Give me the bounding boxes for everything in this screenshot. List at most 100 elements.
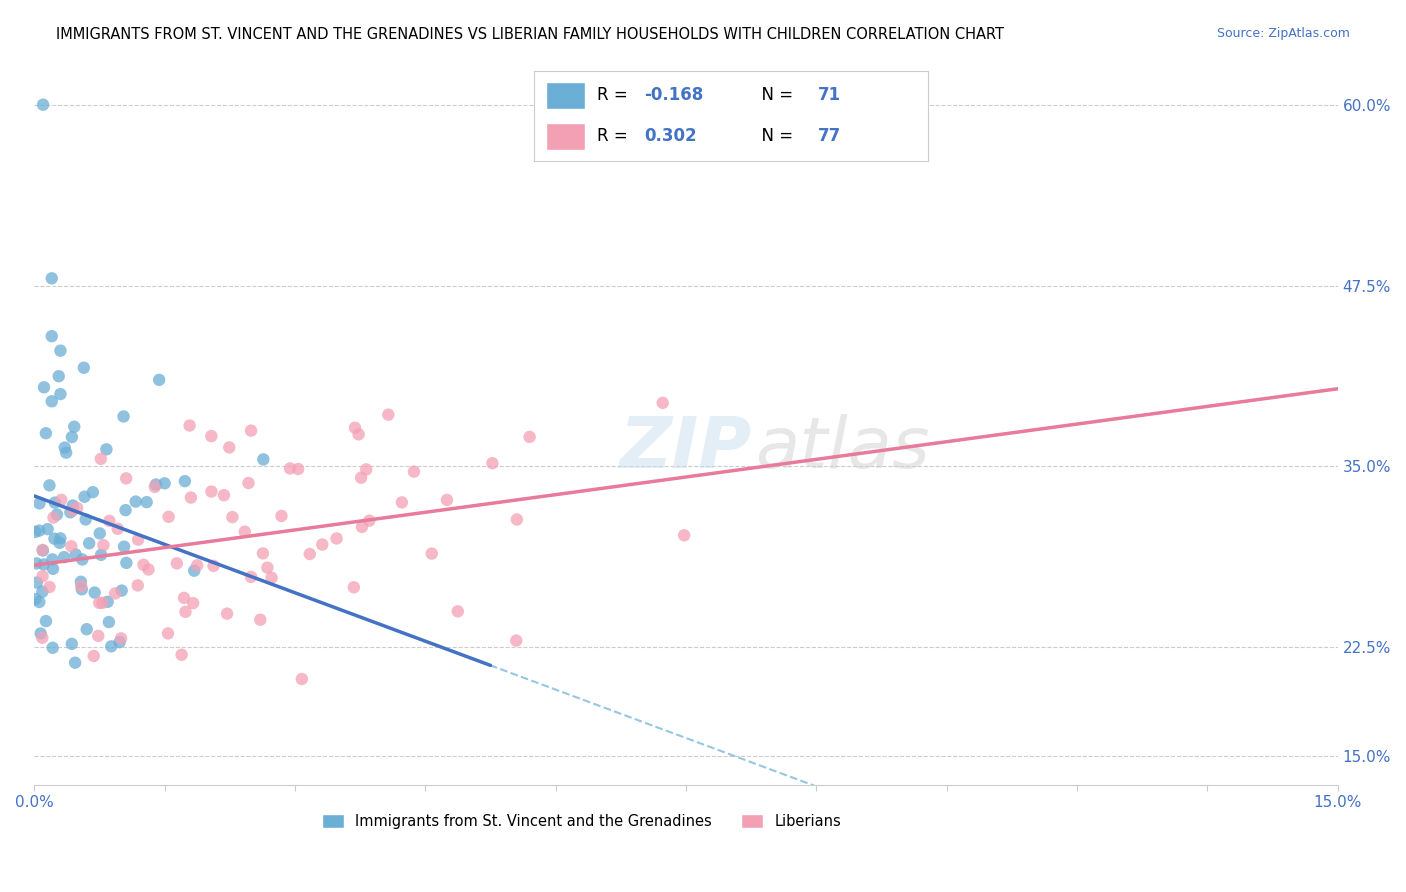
Point xyxy=(42,510,65,524)
Point xyxy=(377,408,399,422)
Point xyxy=(148,373,170,387)
Point xyxy=(46,508,69,522)
Point xyxy=(112,540,135,554)
Point xyxy=(31,542,53,557)
Legend: Immigrants from St. Vincent and the Grenadines, Liberians: Immigrants from St. Vincent and the Gren… xyxy=(316,807,848,835)
Point xyxy=(252,546,274,560)
Point xyxy=(48,369,70,384)
Point xyxy=(115,556,138,570)
Point xyxy=(181,596,204,610)
Point xyxy=(298,547,321,561)
Point xyxy=(153,476,176,491)
Point xyxy=(174,605,197,619)
Point xyxy=(651,396,673,410)
Point xyxy=(70,574,93,589)
Point xyxy=(63,656,86,670)
Point xyxy=(112,409,135,424)
Point xyxy=(35,614,58,628)
Point xyxy=(30,626,52,640)
Point xyxy=(90,451,112,466)
Point xyxy=(32,543,55,558)
FancyBboxPatch shape xyxy=(546,82,585,109)
Point xyxy=(32,380,55,394)
Point xyxy=(59,505,82,519)
Point xyxy=(278,461,301,475)
Point xyxy=(89,526,111,541)
Point xyxy=(311,537,333,551)
Point xyxy=(145,477,167,491)
Point xyxy=(143,480,166,494)
Text: atlas: atlas xyxy=(755,414,929,483)
Point xyxy=(62,503,84,517)
Point xyxy=(252,452,274,467)
Point xyxy=(180,491,202,505)
Point xyxy=(519,430,541,444)
Point xyxy=(111,583,134,598)
Point xyxy=(183,564,205,578)
Point xyxy=(53,550,76,565)
Point xyxy=(82,485,104,500)
Point xyxy=(256,560,278,574)
Point xyxy=(186,558,208,573)
Point xyxy=(49,343,72,358)
Point xyxy=(66,500,89,515)
Text: 0.302: 0.302 xyxy=(644,128,697,145)
Point xyxy=(343,420,366,434)
Point xyxy=(98,514,121,528)
Point xyxy=(44,495,66,509)
Point xyxy=(173,474,195,488)
Point xyxy=(127,533,149,547)
Point xyxy=(41,394,63,409)
Text: Source: ZipAtlas.com: Source: ZipAtlas.com xyxy=(1216,27,1350,40)
Point xyxy=(63,419,86,434)
Point xyxy=(90,548,112,562)
Point xyxy=(73,360,96,375)
Point xyxy=(48,536,70,550)
Point xyxy=(60,539,83,553)
Point xyxy=(200,484,222,499)
Point xyxy=(31,631,53,645)
Point xyxy=(77,536,100,550)
Point xyxy=(481,456,503,470)
Point xyxy=(60,430,83,444)
Point xyxy=(28,524,51,538)
FancyBboxPatch shape xyxy=(546,123,585,150)
Point xyxy=(25,557,48,571)
Point xyxy=(436,492,458,507)
Point xyxy=(350,520,373,534)
Text: 71: 71 xyxy=(818,87,841,104)
Point xyxy=(291,672,314,686)
Point xyxy=(249,613,271,627)
Point xyxy=(350,471,373,485)
Point xyxy=(156,626,179,640)
Point xyxy=(212,488,235,502)
Point xyxy=(25,575,48,590)
Point xyxy=(42,562,65,576)
Point xyxy=(354,462,377,476)
Point xyxy=(402,465,425,479)
Point xyxy=(108,635,131,649)
Point xyxy=(38,478,60,492)
Point xyxy=(270,508,292,523)
Point xyxy=(115,471,138,485)
Point xyxy=(157,509,180,524)
Point xyxy=(31,584,53,599)
Point xyxy=(125,494,148,508)
Point xyxy=(49,387,72,401)
Point xyxy=(49,532,72,546)
Point xyxy=(41,329,63,343)
Point xyxy=(31,569,53,583)
Point xyxy=(114,503,136,517)
Point xyxy=(506,512,529,526)
Point xyxy=(41,271,63,285)
Point xyxy=(343,580,366,594)
Point xyxy=(37,522,59,536)
Text: N =: N = xyxy=(751,128,799,145)
Point xyxy=(107,522,129,536)
Point xyxy=(127,578,149,592)
Point xyxy=(104,586,127,600)
Point xyxy=(505,633,527,648)
Point xyxy=(73,490,96,504)
Point xyxy=(87,629,110,643)
Point xyxy=(53,441,76,455)
